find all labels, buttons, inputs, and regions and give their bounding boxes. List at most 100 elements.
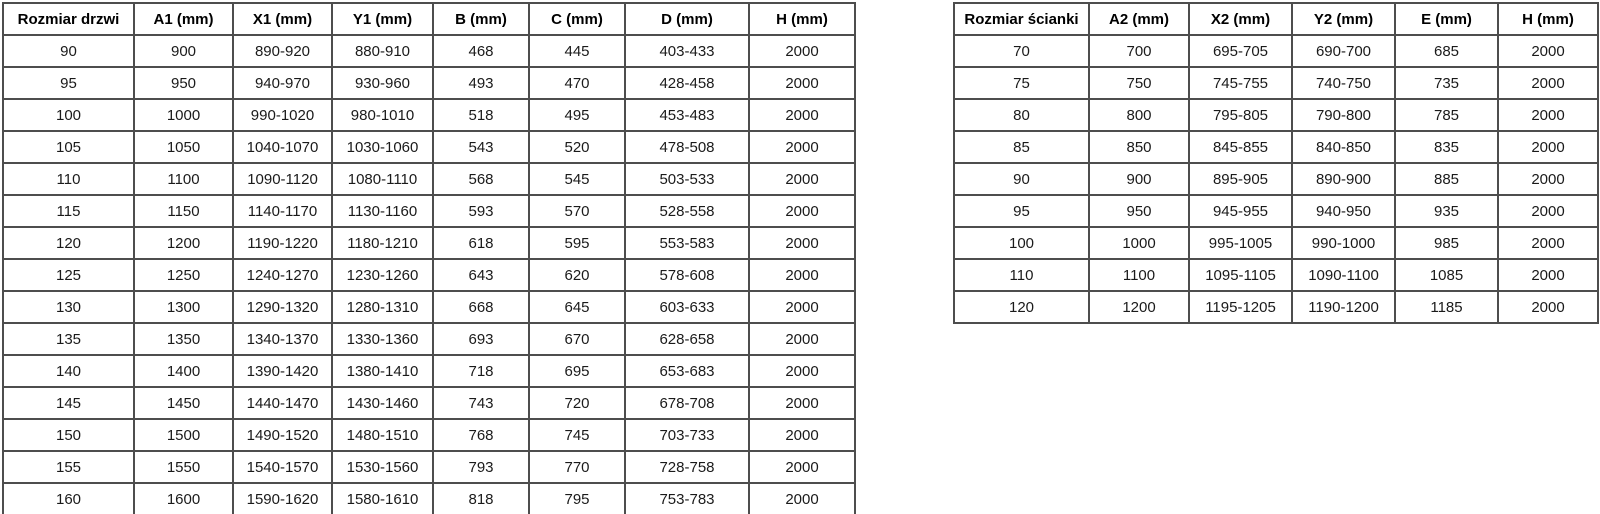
table-cell: 695-705 [1188, 34, 1293, 68]
table-cell: 545 [528, 162, 626, 196]
table-cell: 1440-1470 [232, 386, 333, 420]
table-row: 125 1250 1240-1270 1230-1260 643 620 578-608 20… [2, 258, 856, 292]
table-row: 120 1200 1190-1220 1180-1210 618 595 553-583 20… [2, 226, 856, 260]
table-cell: 795 [528, 482, 626, 514]
table-cell: 2000 [748, 66, 856, 100]
table-cell: 645 [528, 290, 626, 324]
table-row: 110 1100 1095-1105 1090-1100 1085 2000 [953, 258, 1599, 292]
table-cell: 150 [2, 418, 135, 452]
table-cell: 125 [2, 258, 135, 292]
table-cell: 100 [953, 226, 1090, 260]
table-row: 160 1600 1590-1620 1580-1610 818 795 753-783 20… [2, 482, 856, 514]
table-cell: 900 [1088, 162, 1190, 196]
table-cell: 1550 [133, 450, 234, 484]
table-cell: 2000 [748, 450, 856, 484]
table-cell: 895-905 [1188, 162, 1293, 196]
table-cell: 770 [528, 450, 626, 484]
table-cell: 800 [1088, 98, 1190, 132]
column-header: D (mm) [624, 2, 750, 36]
table-cell: 995-1005 [1188, 226, 1293, 260]
table-cell: 520 [528, 130, 626, 164]
table-row: 135 1350 1340-1370 1330-1360 693 670 628-658 20… [2, 322, 856, 356]
table-cell: 2000 [748, 386, 856, 420]
table-cell: 743 [432, 386, 530, 420]
table-cell: 790-800 [1291, 98, 1396, 132]
table-cell: 543 [432, 130, 530, 164]
table-cell: 653-683 [624, 354, 750, 388]
table-cell: 720 [528, 386, 626, 420]
table-row: 130 1300 1290-1320 1280-1310 668 645 603-633 20… [2, 290, 856, 324]
table-cell: 100 [2, 98, 135, 132]
table-cell: 453-483 [624, 98, 750, 132]
table-cell: 1195-1205 [1188, 290, 1293, 324]
table-cell: 1540-1570 [232, 450, 333, 484]
table-cell: 2000 [748, 322, 856, 356]
table-cell: 890-900 [1291, 162, 1396, 196]
table-cell: 2000 [1497, 66, 1599, 100]
table-cell: 753-783 [624, 482, 750, 514]
table-cell: 718 [432, 354, 530, 388]
table-cell: 518 [432, 98, 530, 132]
table-cell: 950 [1088, 194, 1190, 228]
table-cell: 110 [953, 258, 1090, 292]
table-cell: 700 [1088, 34, 1190, 68]
table-cell: 1400 [133, 354, 234, 388]
table-cell: 470 [528, 66, 626, 100]
table-cell: 80 [953, 98, 1090, 132]
table-cell: 1100 [1088, 258, 1190, 292]
table-cell: 1090-1120 [232, 162, 333, 196]
table-row: 105 1050 1040-1070 1030-1060 543 520 478-508 20… [2, 130, 856, 164]
table-cell: 1090-1100 [1291, 258, 1396, 292]
column-header: C (mm) [528, 2, 626, 36]
table-cell: 130 [2, 290, 135, 324]
table-cell: 1580-1610 [331, 482, 434, 514]
column-header: X2 (mm) [1188, 2, 1293, 36]
table-cell: 2000 [748, 34, 856, 68]
table-cell: 1130-1160 [331, 194, 434, 228]
table-cell: 468 [432, 34, 530, 68]
table-cell: 2000 [1497, 194, 1599, 228]
table-cell: 2000 [1497, 34, 1599, 68]
table-cell: 845-855 [1188, 130, 1293, 164]
table-cell: 785 [1394, 98, 1499, 132]
table-cell: 1080-1110 [331, 162, 434, 196]
table-row: 155 1550 1540-1570 1530-1560 793 770 728-758 20… [2, 450, 856, 484]
table-cell: 1030-1060 [331, 130, 434, 164]
table-cell: 1330-1360 [331, 322, 434, 356]
table-cell: 2000 [748, 354, 856, 388]
table-cell: 1180-1210 [331, 226, 434, 260]
table-cell: 593 [432, 194, 530, 228]
table-cell: 980-1010 [331, 98, 434, 132]
table-row: 150 1500 1490-1520 1480-1510 768 745 703-733 20… [2, 418, 856, 452]
table-cell: 795-805 [1188, 98, 1293, 132]
table-cell: 1040-1070 [232, 130, 333, 164]
table-cell: 70 [953, 34, 1090, 68]
table-cell: 850 [1088, 130, 1190, 164]
table-cell: 160 [2, 482, 135, 514]
column-header: H (mm) [748, 2, 856, 36]
table-cell: 745 [528, 418, 626, 452]
table-cell: 890-920 [232, 34, 333, 68]
table-cell: 1190-1220 [232, 226, 333, 260]
table-cell: 818 [432, 482, 530, 514]
table-cell: 900 [133, 34, 234, 68]
table-cell: 2000 [748, 482, 856, 514]
table-cell: 2000 [1497, 290, 1599, 324]
table-cell: 985 [1394, 226, 1499, 260]
table-row: 100 1000 990-1020 980-1010 518 495 453-483 2000 [2, 98, 856, 132]
table-cell: 885 [1394, 162, 1499, 196]
table-row: 95 950 940-970 930-960 493 470 428-458 2000 [2, 66, 856, 100]
table-cell: 478-508 [624, 130, 750, 164]
table-cell: 115 [2, 194, 135, 228]
table-row: 110 1100 1090-1120 1080-1110 568 545 503-533 20… [2, 162, 856, 196]
table-cell: 2000 [748, 226, 856, 260]
table-cell: 2000 [1497, 226, 1599, 260]
table-cell: 1230-1260 [331, 258, 434, 292]
table-cell: 835 [1394, 130, 1499, 164]
table-cell: 553-583 [624, 226, 750, 260]
table-cell: 1250 [133, 258, 234, 292]
table-cell: 990-1000 [1291, 226, 1396, 260]
column-header: Rozmiar ścianki [953, 2, 1090, 36]
column-header: Y2 (mm) [1291, 2, 1396, 36]
